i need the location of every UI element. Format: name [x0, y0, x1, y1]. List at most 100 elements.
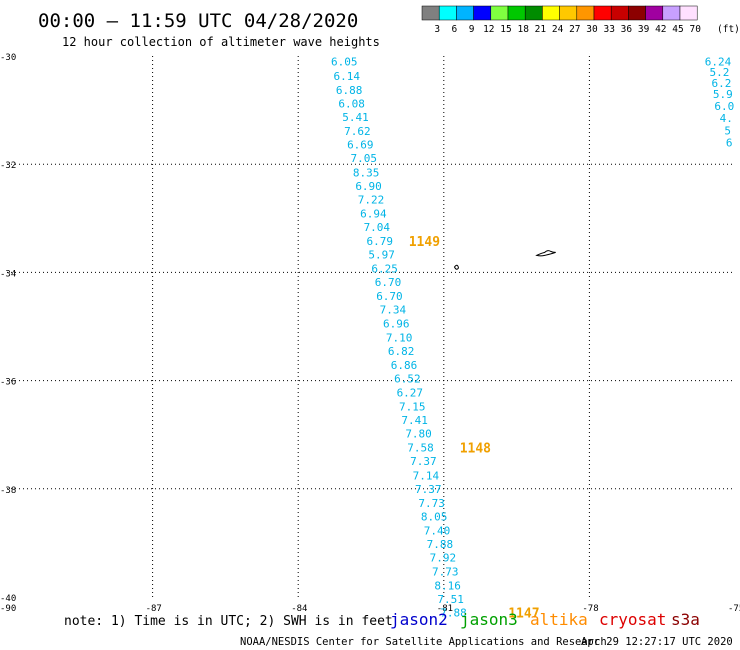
wave-height-label: 7.88	[427, 538, 454, 551]
y-tick-label: -38	[0, 486, 16, 496]
wave-height-label: 7.73	[432, 566, 459, 579]
colorbar-label: 42	[655, 24, 666, 35]
wave-height-label: 4.	[720, 112, 733, 125]
colorbar-label: 33	[603, 24, 614, 35]
legend-cryosat: cryosat	[599, 610, 666, 629]
x-tick-label: -81	[437, 604, 453, 614]
footer-timestamp: Apr 29 12:27:17 UTC 2020	[581, 636, 733, 648]
wave-height-label: 7.14	[413, 469, 440, 482]
pass-annotations: 1149 1148 1147	[409, 235, 540, 622]
wave-height-label: 7.10	[386, 331, 413, 344]
colorbar-label: 21	[535, 24, 547, 35]
pass-number-label: 1149	[409, 235, 440, 250]
x-tick-label: -84	[291, 604, 307, 614]
y-tick-label: -36	[0, 378, 16, 388]
wave-height-label: 7.51	[437, 593, 464, 606]
wave-height-label: 7.37	[415, 483, 442, 496]
wave-height-label: 7.41	[401, 414, 428, 427]
colorbar-label: 9	[469, 24, 475, 35]
wave-height-label: 6.0	[714, 100, 734, 113]
wave-height-label: 6.08	[338, 98, 365, 111]
colorbar-label: 70	[689, 24, 701, 35]
wave-height-label: 7.62	[344, 125, 371, 138]
wave-height-label: 6.82	[388, 345, 415, 358]
colorbar-label: 39	[638, 24, 650, 35]
wave-height-label: 5	[724, 125, 731, 138]
pass-number-label: 1148	[460, 442, 491, 457]
wave-height-label: 6.2	[711, 77, 731, 90]
wave-height-label: 7.05	[350, 152, 377, 165]
wave-height-label: 7.04	[364, 221, 391, 234]
footer-credit: NOAA/NESDIS Center for Satellite Applica…	[240, 636, 607, 648]
y-tick-label: -40	[0, 594, 16, 604]
wave-height-label: 8.16	[434, 580, 461, 593]
colorbar-swatch	[610, 5, 629, 21]
wave-height-label: 7.58	[407, 442, 434, 455]
legend-altika: altika	[530, 610, 588, 629]
colorbar-swatch	[576, 5, 595, 21]
wave-height-label: 6.70	[375, 276, 402, 289]
colorbar-label: 24	[552, 24, 564, 35]
colorbar-label: 18	[517, 24, 529, 35]
colorbar-label: 45	[672, 24, 683, 35]
y-tick-label: -32	[0, 161, 16, 171]
wave-height-label: 6.70	[376, 290, 403, 303]
wave-height-label: 6.96	[383, 317, 410, 330]
y-tick-label: -34	[0, 269, 16, 279]
coastlines	[453, 250, 556, 270]
chart-subtitle: 12 hour collection of altimeter wave hei…	[62, 35, 380, 49]
colorbar-label: 6	[452, 24, 458, 35]
wave-height-label: 7.15	[399, 401, 426, 414]
satellite-legend: jason2 jason3 altika cryosat s3a	[390, 610, 700, 629]
wave-height-label: 5.9	[713, 88, 733, 101]
colorbar-unit: (ft)	[717, 24, 740, 35]
colorbar-label: 36	[621, 24, 633, 35]
wave-height-label: 6.94	[360, 207, 387, 220]
legend-jason3: jason3	[460, 610, 518, 629]
colorbar-swatch	[473, 5, 492, 21]
wave-height-label: 7.34	[380, 304, 407, 317]
colorbar-swatch	[542, 5, 560, 21]
colorbar-swatch	[490, 5, 509, 21]
wave-height-label: 7.88	[440, 607, 467, 620]
legend-jason2: jason2	[390, 610, 448, 629]
colorbar-swatch	[421, 5, 440, 21]
wave-height-label: 7.73	[418, 497, 445, 510]
x-tick-label: -90	[0, 604, 16, 614]
colorbar-swatch	[662, 5, 681, 21]
colorbar: 3 6 9 12 15 18 21 24 27 30 33 36 39 42 45 70 (ft)	[421, 5, 740, 35]
colorbar-swatch	[438, 5, 457, 21]
colorbar-label: 15	[500, 24, 511, 35]
footer-note: note: 1) Time is in UTC; 2) SWH is in fe…	[64, 614, 393, 629]
wave-height-label: 6.14	[333, 70, 360, 83]
colorbar-swatch	[679, 5, 698, 21]
wave-height-label: 6.88	[336, 84, 363, 97]
wave-height-label: 7.37	[410, 455, 437, 468]
colorbar-label: 30	[586, 24, 598, 35]
wave-height-label: 7.22	[358, 193, 385, 206]
wave-height-label: 6.24	[705, 55, 732, 68]
y-tick-label: -30	[0, 53, 16, 63]
wave-height-label: 7.92	[430, 552, 457, 565]
colorbar-swatch	[456, 5, 474, 21]
wave-height-labels: 6.056.146.886.085.417.626.697.058.356.90…	[331, 55, 734, 619]
colorbar-swatch	[593, 5, 612, 21]
wave-height-label: 8.35	[353, 166, 380, 179]
colorbar-swatch	[645, 5, 664, 21]
wave-height-label: 6	[726, 137, 733, 150]
chart-title: 00:00 – 11:59 UTC 04/28/2020	[38, 10, 358, 32]
legend-s3a: s3a	[671, 610, 700, 629]
x-tick-label: -75	[728, 604, 740, 614]
wave-height-label: 6.52	[394, 372, 421, 385]
map-grid	[7, 56, 735, 597]
wave-height-label: 6.79	[366, 235, 393, 248]
wave-height-label: 5.41	[342, 111, 369, 124]
axis-tick-labels: -30 -32 -34 -36 -38 -40-90 -87 -84 -81 -78 -75	[0, 53, 740, 614]
colorbar-label: 12	[483, 24, 494, 35]
wave-height-label: 6.27	[397, 387, 424, 400]
colorbar-swatch	[524, 5, 543, 21]
x-tick-label: -78	[582, 604, 598, 614]
wave-height-label: 6.90	[355, 180, 382, 193]
